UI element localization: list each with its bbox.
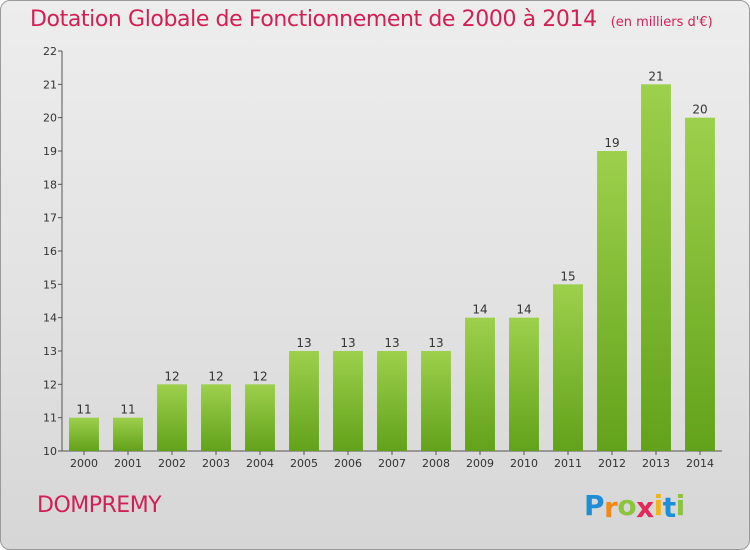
data-label: 13 [428,336,443,350]
logo-letter: r [604,491,618,524]
y-tick-label: 12 [43,378,57,391]
logo-letter: o [617,489,637,522]
data-label: 14 [516,303,531,317]
data-label: 20 [692,103,707,117]
y-tick-label: 10 [43,445,57,458]
y-tick-label: 17 [43,212,57,225]
bar [69,417,99,451]
y-tick-label: 15 [43,278,57,291]
x-tick-label: 2013 [642,457,670,470]
x-tick-label: 2004 [246,457,274,470]
logo-letter: P [584,489,605,522]
data-label: 11 [120,403,135,417]
chart-title: Dotation Globale de Fonctionnement de 20… [30,7,713,32]
y-tick-label: 16 [43,245,57,258]
bar [201,384,231,451]
logo-letter: i [653,489,664,522]
logo-letter: x [636,491,654,524]
data-label: 12 [252,369,267,383]
x-tick-label: 2007 [378,457,406,470]
data-label: 15 [560,269,575,283]
data-label: 13 [296,336,311,350]
bar [509,317,539,451]
x-tick-label: 2001 [114,457,142,470]
bar [377,351,407,451]
proxiti-logo[interactable]: Proxiti [584,489,686,524]
y-tick-label: 19 [43,145,57,158]
bar [421,351,451,451]
bar [113,417,143,451]
data-label: 21 [648,69,663,83]
data-label: 12 [208,369,223,383]
y-axis: 10 11 12 13 14 15 16 17 18 19 20 21 22 [43,45,63,458]
x-axis: 2000 2001 2002 2003 2004 2005 2006 2007 2008 2009… [62,450,722,470]
logo-letter: t [662,491,676,524]
y-tick-label: 22 [43,45,57,58]
y-tick-label: 14 [43,312,57,325]
y-tick-label: 11 [43,412,57,425]
data-label: 19 [604,136,619,150]
x-tick-label: 2009 [466,457,494,470]
x-tick-label: 2011 [554,457,582,470]
data-labels: 11 11 12 12 12 13 13 13 13 14 14 15 19 21 20 [76,69,707,416]
bar [685,117,715,452]
bar [641,84,671,451]
x-tick-label: 2014 [686,457,714,470]
y-tick-label: 20 [43,112,57,125]
x-tick-label: 2012 [598,457,626,470]
x-tick-label: 2003 [202,457,230,470]
chart-unit: (en milliers d'€) [610,15,713,30]
bar [597,151,627,451]
y-tick-label: 21 [43,78,57,91]
y-tick-label: 13 [43,345,57,358]
bar [465,317,495,451]
x-tick-label: 2000 [70,457,98,470]
bar [553,284,583,451]
x-tick-label: 2005 [290,457,318,470]
bar [289,351,319,451]
bar [245,384,275,451]
bar [157,384,187,451]
data-label: 14 [472,303,487,317]
data-label: 11 [76,403,91,417]
bar [333,351,363,451]
y-tick-label: 18 [43,178,57,191]
x-tick-label: 2010 [510,457,538,470]
bars [69,84,715,452]
data-label: 12 [164,369,179,383]
chart-title-text: Dotation Globale de Fonctionnement de 20… [30,7,597,32]
x-tick-label: 2006 [334,457,362,470]
logo-letter: i [675,489,686,522]
x-tick-label: 2008 [422,457,450,470]
x-tick-label: 2002 [158,457,186,470]
data-label: 13 [384,336,399,350]
commune-name: DOMPREMY [37,493,162,518]
data-label: 13 [340,336,355,350]
